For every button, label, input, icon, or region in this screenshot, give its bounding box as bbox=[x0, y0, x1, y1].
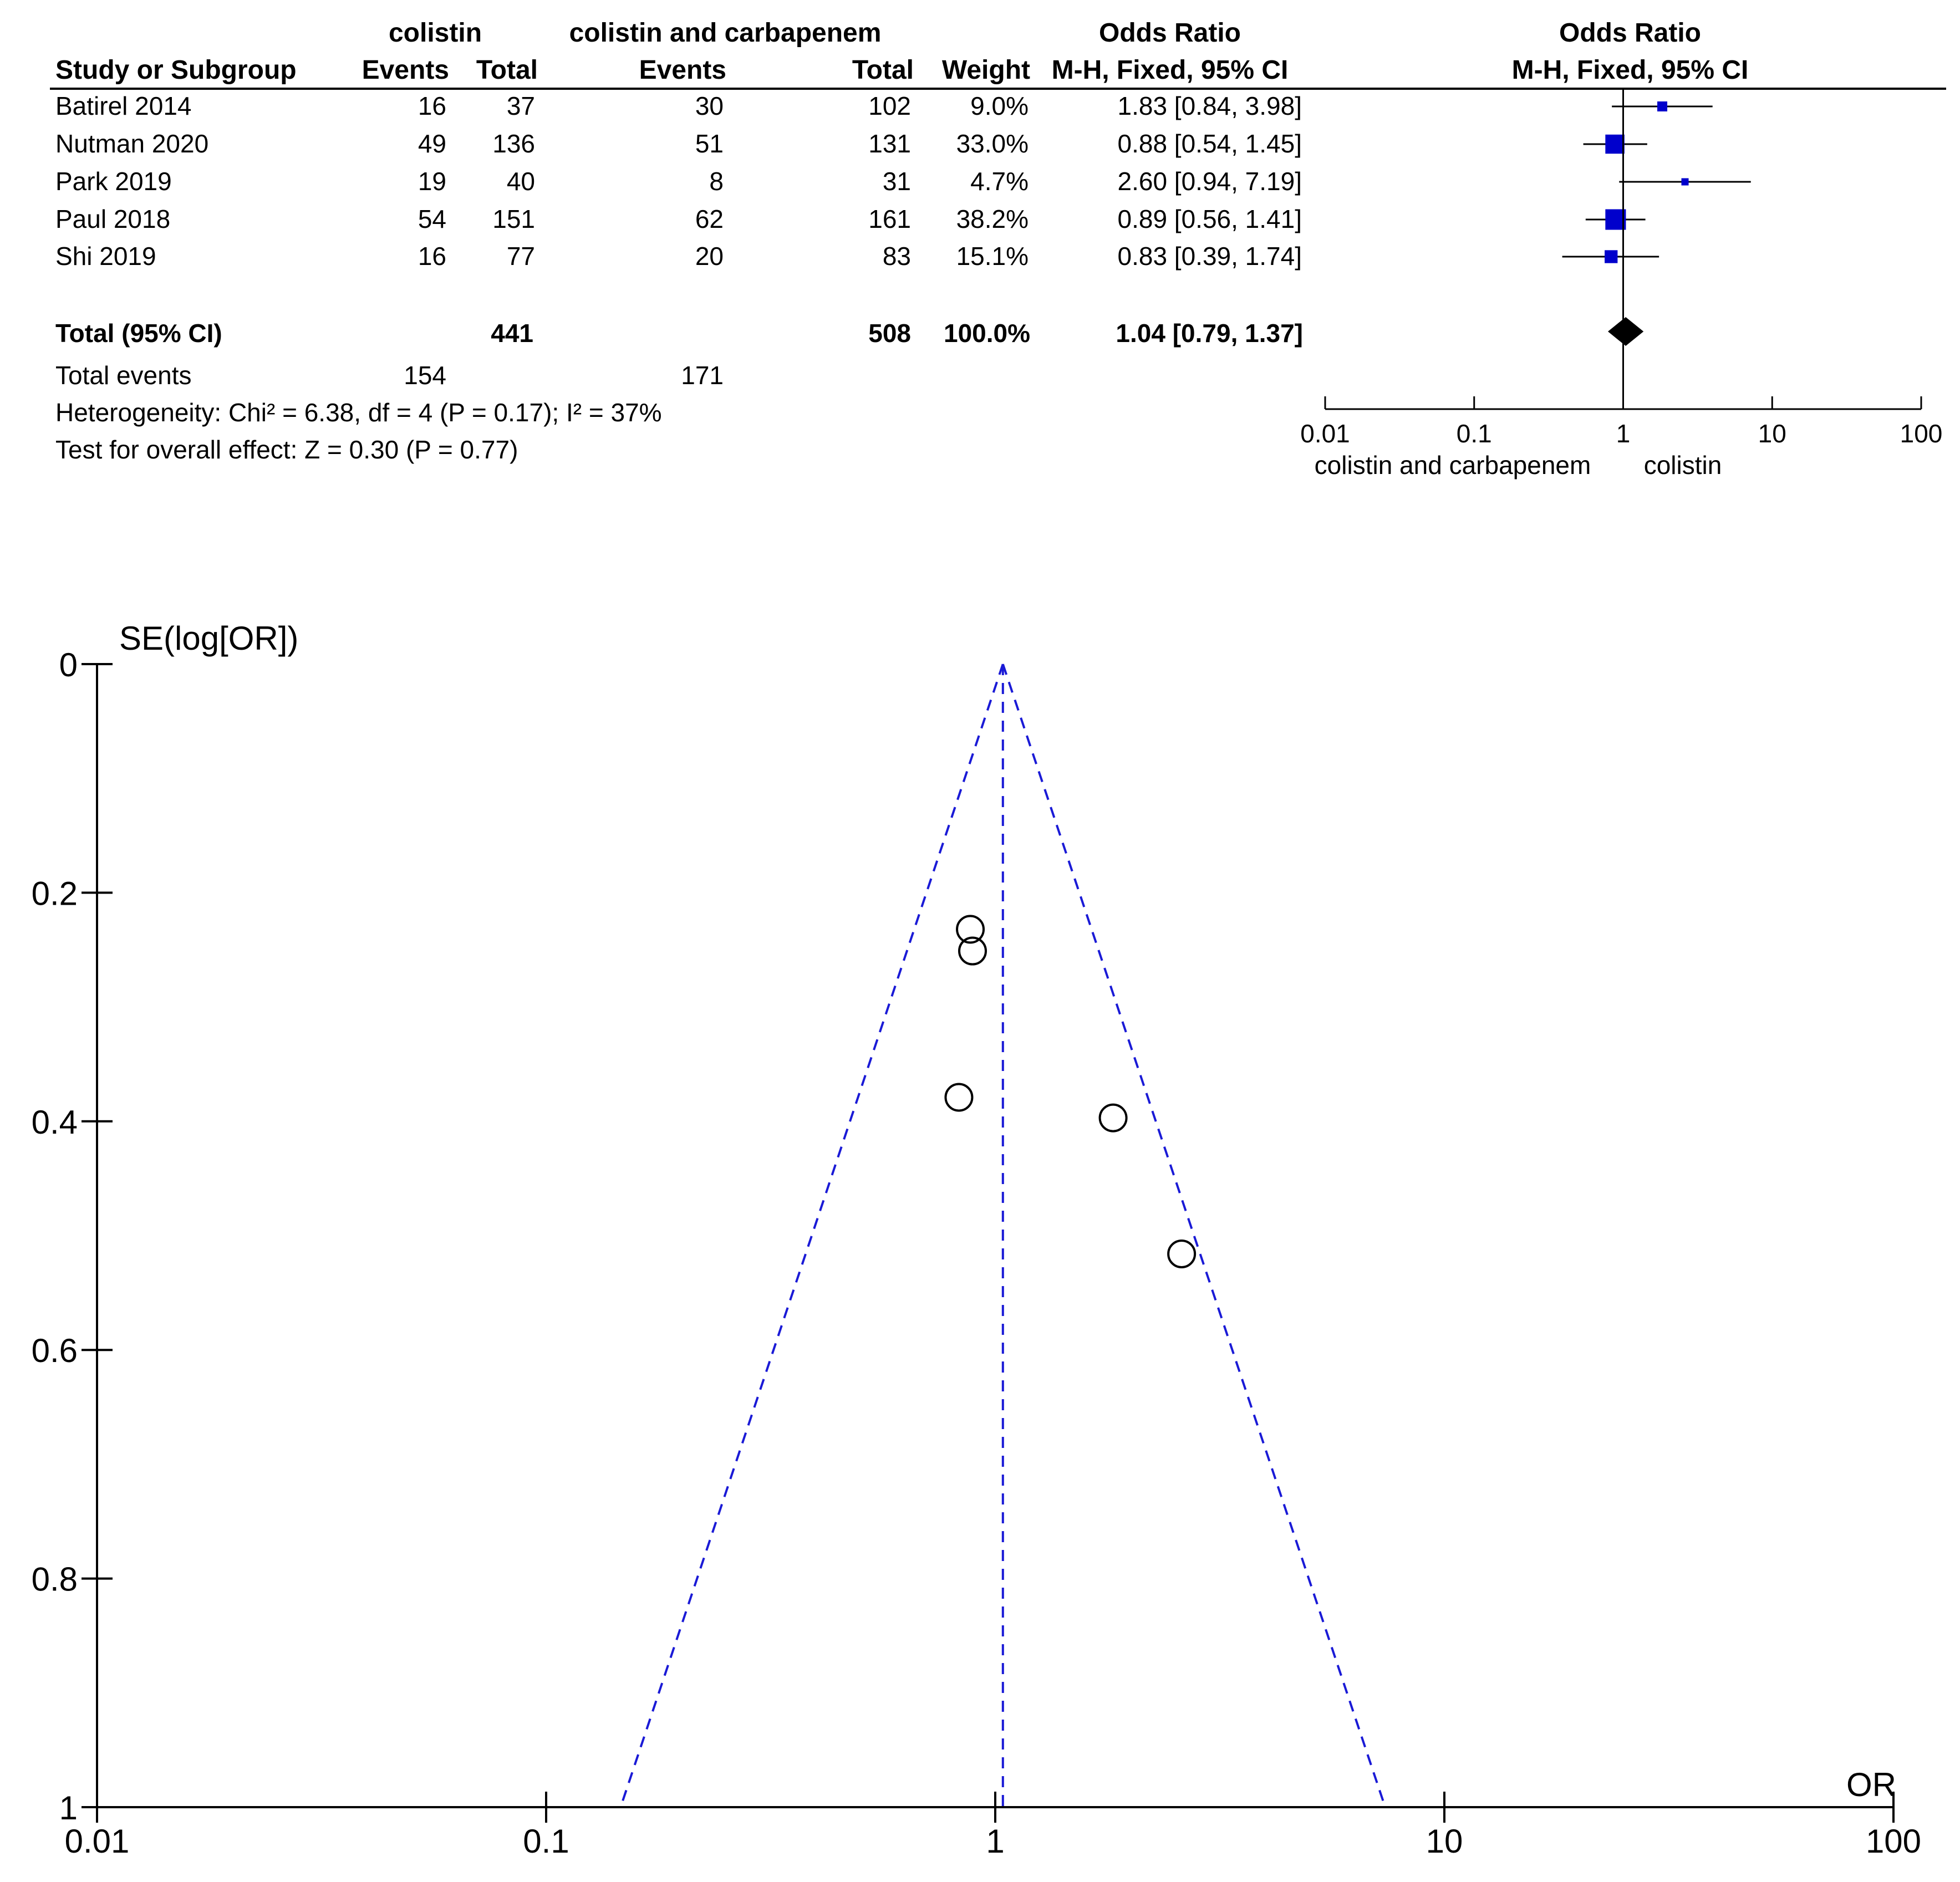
funnel-point bbox=[1167, 1239, 1197, 1268]
funnel-x-tick-label: 1 bbox=[986, 1823, 1004, 1860]
forest-tick-label: 0.01 bbox=[1300, 419, 1350, 448]
funnel-x-label: OR bbox=[1846, 1766, 1896, 1803]
study-ci: 0.89 [0.56, 1.41] bbox=[1118, 205, 1302, 233]
funnel-plot: 00.20.40.60.810.01 0.1 1 10 100 bbox=[32, 646, 1921, 1860]
col-or-sub-header: M-H, Fixed, 95% CI bbox=[1052, 55, 1289, 85]
study-ci: 0.88 [0.54, 1.45] bbox=[1118, 129, 1302, 158]
study-events2: 20 bbox=[695, 242, 724, 271]
forest-header: colistin colistin and carbapenem Odds Ra… bbox=[55, 18, 1748, 85]
study-total1: 37 bbox=[507, 91, 535, 120]
forest-plot: 0.01 0.1 1 10 100 bbox=[1300, 89, 1942, 448]
study-events2: 30 bbox=[695, 91, 724, 120]
group2-header: colistin and carbapenem bbox=[569, 18, 882, 48]
study-events1: 19 bbox=[418, 167, 446, 196]
total-ci: 1.04 [0.79, 1.37] bbox=[1116, 319, 1303, 348]
effect-square bbox=[1605, 134, 1625, 154]
study-total1: 151 bbox=[492, 205, 535, 233]
col-events2-header: Events bbox=[639, 55, 726, 85]
study-total1: 77 bbox=[507, 242, 535, 271]
study-name: Nutman 2020 bbox=[55, 129, 208, 158]
funnel-y-label: SE(log[OR]) bbox=[119, 620, 298, 657]
forest-rows: Batirel 2014 16 37 30 102 9.0% 1.83 [0.84, 3.9… bbox=[55, 91, 1302, 271]
funnel-point bbox=[944, 1083, 974, 1112]
forest-tick-label: 0.1 bbox=[1457, 419, 1492, 448]
funnel-right-line bbox=[1001, 664, 1387, 1808]
forest-tick-label: 1 bbox=[1616, 419, 1631, 448]
total-label: Total (95% CI) bbox=[55, 319, 222, 348]
study-weight: 33.0% bbox=[956, 129, 1029, 158]
study-events1: 16 bbox=[418, 242, 446, 271]
funnel-x-tick-label: 0.1 bbox=[523, 1823, 569, 1860]
funnel-point bbox=[958, 936, 987, 966]
favours-left-label: colistin and carbapenem bbox=[1315, 451, 1591, 480]
funnel-x-tick-label: 10 bbox=[1426, 1823, 1463, 1860]
total-total1: 441 bbox=[491, 319, 533, 348]
study-events2: 8 bbox=[709, 167, 724, 196]
study-events2: 51 bbox=[695, 129, 724, 158]
favours-right-label: colistin bbox=[1644, 451, 1722, 480]
funnel-point bbox=[1098, 1103, 1128, 1133]
study-total2: 131 bbox=[868, 129, 911, 158]
col-weight-header: Weight bbox=[942, 55, 1030, 85]
funnel-y-tick-label: 0 bbox=[59, 646, 78, 684]
pooled-diamond bbox=[1607, 317, 1644, 346]
total-events-label: Total events bbox=[55, 361, 191, 390]
funnel-left-line bbox=[619, 664, 1004, 1808]
study-events1: 49 bbox=[418, 129, 446, 158]
forest-tick-label: 10 bbox=[1758, 419, 1786, 448]
funnel-y-tick-label: 0.6 bbox=[32, 1332, 78, 1369]
total-total2: 508 bbox=[868, 319, 911, 348]
total-row: Total (95% CI) 441 508 100.0% 1.04 [0.79… bbox=[55, 319, 1303, 348]
study-total2: 31 bbox=[883, 167, 911, 196]
study-name: Batirel 2014 bbox=[55, 91, 192, 120]
study-events1: 54 bbox=[418, 205, 446, 233]
forest-axis-labels: colistin and carbapenem colistin bbox=[1315, 451, 1722, 480]
study-name: Shi 2019 bbox=[55, 242, 156, 271]
study-name: Park 2019 bbox=[55, 167, 172, 196]
study-ci: 2.60 [0.94, 7.19] bbox=[1118, 167, 1302, 196]
total-weight: 100.0% bbox=[944, 319, 1030, 348]
effect-square bbox=[1657, 101, 1668, 111]
study-ci: 0.83 [0.39, 1.74] bbox=[1118, 242, 1302, 271]
study-weight: 9.0% bbox=[970, 91, 1029, 120]
study-total2: 83 bbox=[883, 242, 911, 271]
study-events1: 16 bbox=[418, 91, 446, 120]
col-events1-header: Events bbox=[362, 55, 449, 85]
summary-stats: Total events 154 171 Heterogeneity: Chi²… bbox=[55, 361, 724, 464]
forest-tick-label: 100 bbox=[1900, 419, 1943, 448]
study-total2: 161 bbox=[868, 205, 911, 233]
study-total1: 136 bbox=[492, 129, 535, 158]
col-total1-header: Total bbox=[476, 55, 538, 85]
study-name: Paul 2018 bbox=[55, 205, 170, 233]
col-study-header: Study or Subgroup bbox=[55, 55, 297, 85]
effect-square bbox=[1605, 250, 1618, 263]
study-ci: 1.83 [0.84, 3.98] bbox=[1118, 91, 1302, 120]
funnel-x-tick-label: 100 bbox=[1866, 1823, 1921, 1860]
funnel-y-tick-label: 0.2 bbox=[32, 875, 78, 912]
or-header: Odds Ratio bbox=[1099, 18, 1241, 48]
effect-square bbox=[1681, 178, 1689, 186]
funnel-y-tick-label: 1 bbox=[59, 1789, 78, 1827]
study-events2: 62 bbox=[695, 205, 724, 233]
study-weight: 15.1% bbox=[956, 242, 1029, 271]
funnel-point bbox=[956, 915, 985, 944]
col-total2-header: Total bbox=[852, 55, 914, 85]
funnel-y-tick-label: 0.4 bbox=[32, 1104, 78, 1141]
funnel-x-tick-label: 0.01 bbox=[65, 1823, 130, 1860]
group1-header: colistin bbox=[389, 18, 482, 48]
total-events2: 171 bbox=[681, 361, 724, 390]
study-total2: 102 bbox=[868, 91, 911, 120]
study-weight: 38.2% bbox=[956, 205, 1029, 233]
plot-header: Odds Ratio bbox=[1559, 18, 1701, 48]
overall-effect-text: Test for overall effect: Z = 0.30 (P = 0… bbox=[55, 435, 518, 464]
total-events1: 154 bbox=[404, 361, 446, 390]
study-total1: 40 bbox=[507, 167, 535, 196]
funnel-y-tick-label: 0.8 bbox=[32, 1561, 78, 1598]
col-plot-sub-header: M-H, Fixed, 95% CI bbox=[1512, 55, 1749, 85]
study-weight: 4.7% bbox=[970, 167, 1029, 196]
heterogeneity-text: Heterogeneity: Chi² = 6.38, df = 4 (P = … bbox=[55, 398, 662, 427]
